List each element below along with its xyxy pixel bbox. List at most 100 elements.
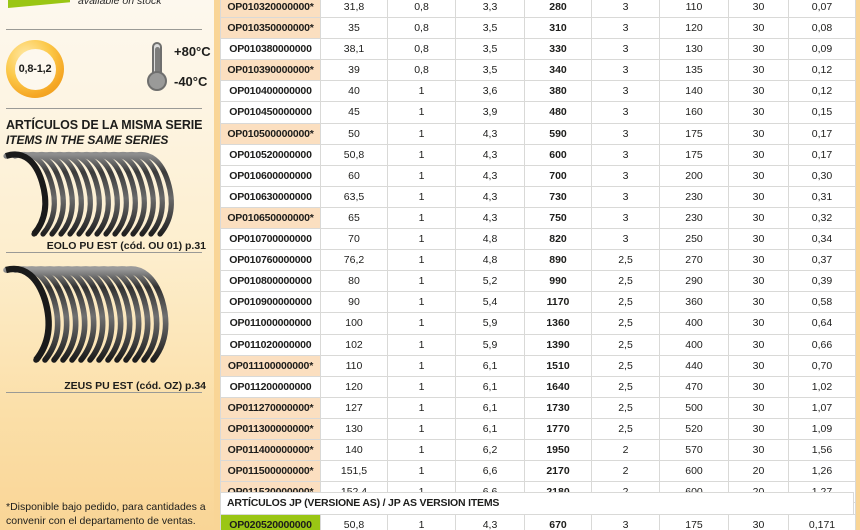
table-row: OP011000000000 100 1 5,9 1360 2,5 400 30 0,64 bbox=[220, 312, 856, 335]
cell-value: 0,31 bbox=[788, 185, 856, 208]
cell-value: 76,2 bbox=[320, 249, 388, 272]
cell-value: 3,5 bbox=[455, 38, 525, 61]
cell-value: 480 bbox=[524, 101, 592, 124]
cell-value: 3,3 bbox=[455, 0, 525, 19]
divider bbox=[6, 29, 202, 30]
cell-value: 30 bbox=[728, 333, 789, 356]
cell-value: 0,37 bbox=[788, 249, 856, 272]
cell-value: 1 bbox=[387, 185, 456, 208]
cell-article-code: OP010800000000 bbox=[220, 270, 321, 293]
cell-value: 130 bbox=[320, 417, 388, 440]
cell-value: 0,34 bbox=[788, 228, 856, 251]
cell-value: 1 bbox=[387, 312, 456, 335]
cell-value: 30 bbox=[728, 164, 789, 187]
cell-value: 360 bbox=[659, 291, 729, 314]
cell-value: 280 bbox=[524, 0, 592, 19]
cell-value: 5,2 bbox=[455, 270, 525, 293]
jp-section: ARTÍCULOS JP (VERSIONE AS) / JP AS VERSI… bbox=[220, 492, 856, 530]
cell-value: 230 bbox=[659, 206, 729, 230]
cell-value: 230 bbox=[659, 185, 729, 208]
cell-value: 63,5 bbox=[320, 185, 388, 208]
cell-article-code: OP011300000000* bbox=[220, 417, 321, 440]
cell-value: 175 bbox=[659, 122, 729, 145]
cell-value: 1390 bbox=[524, 333, 592, 356]
cell-value: 890 bbox=[524, 249, 592, 272]
cell-value: 470 bbox=[659, 375, 729, 398]
cell-value: 1 bbox=[387, 291, 456, 314]
table-row: OP010650000000* 65 1 4,3 750 3 230 30 0,32 bbox=[220, 206, 856, 230]
cell-value: 30 bbox=[728, 354, 789, 377]
cell-value: 570 bbox=[659, 438, 729, 462]
cell-article-code: OP011500000000* bbox=[220, 460, 321, 483]
cell-value: 440 bbox=[659, 354, 729, 377]
cell-value: 290 bbox=[659, 270, 729, 293]
cell-value: 1 bbox=[387, 228, 456, 251]
temperature-min-label: -40°C bbox=[174, 74, 208, 89]
cell-value: 1 bbox=[387, 417, 456, 440]
cell-article-code: OP010350000000* bbox=[220, 17, 321, 40]
table-row: OP010450000000 45 1 3,9 480 3 160 30 0,15 bbox=[220, 101, 856, 124]
specs-table-wrap: OP010320000000* 31,8 0,8 3,3 280 3 110 30 0,07 OP… bbox=[220, 0, 856, 525]
cell-value: 2,5 bbox=[591, 354, 660, 377]
cell-value: 1 bbox=[387, 270, 456, 293]
cell-value: 1 bbox=[387, 513, 456, 530]
cell-value: 4,8 bbox=[455, 249, 525, 272]
cell-value: 1 bbox=[387, 206, 456, 230]
cell-value: 30 bbox=[728, 143, 789, 166]
cell-article-code: OP010700000000 bbox=[220, 228, 321, 251]
cell-value: 175 bbox=[659, 513, 729, 530]
stock-availability: available on stock bbox=[8, 0, 161, 8]
same-series-subtitle: ITEMS IN THE SAME SERIES bbox=[6, 133, 169, 147]
cell-value: 31,8 bbox=[320, 0, 388, 19]
cell-value: 310 bbox=[524, 17, 592, 40]
cell-article-code: OP010630000000 bbox=[220, 185, 321, 208]
cell-value: 1 bbox=[387, 375, 456, 398]
cell-value: 4,3 bbox=[455, 143, 525, 166]
cell-value: 3 bbox=[591, 38, 660, 61]
cell-value: 30 bbox=[728, 101, 789, 124]
cell-value: 1,26 bbox=[788, 460, 856, 483]
cell-value: 6,1 bbox=[455, 354, 525, 377]
cell-value: 330 bbox=[524, 38, 592, 61]
cell-value: 0,70 bbox=[788, 354, 856, 377]
cell-value: 30 bbox=[728, 17, 789, 40]
table-row: OP010600000000 60 1 4,3 700 3 200 30 0,30 bbox=[220, 164, 856, 187]
cell-value: 4,8 bbox=[455, 228, 525, 251]
cell-value: 1730 bbox=[524, 396, 592, 419]
same-series-title: ARTÍCULOS DE LA MISMA SERIE bbox=[6, 118, 203, 132]
cell-value: 35 bbox=[320, 17, 388, 40]
table-row: OP010630000000 63,5 1 4,3 730 3 230 30 0,31 bbox=[220, 185, 856, 208]
cell-value: 1640 bbox=[524, 375, 592, 398]
cell-value: 3,5 bbox=[455, 59, 525, 82]
cell-value: 1,56 bbox=[788, 438, 856, 462]
table-row: OP010500000000* 50 1 4,3 590 3 175 30 0,17 bbox=[220, 122, 856, 145]
cell-value: 3 bbox=[591, 513, 660, 530]
cell-value: 1360 bbox=[524, 312, 592, 335]
cell-value: 0,39 bbox=[788, 270, 856, 293]
cell-value: 2,5 bbox=[591, 417, 660, 440]
cell-article-code: OP010520000000 bbox=[220, 143, 321, 166]
cell-value: 1 bbox=[387, 143, 456, 166]
cell-value: 0,64 bbox=[788, 312, 856, 335]
cell-value: 2,5 bbox=[591, 333, 660, 356]
table-area: OP010320000000* 31,8 0,8 3,3 280 3 110 30 0,07 OP… bbox=[214, 0, 860, 530]
cell-article-code: OP011400000000* bbox=[220, 438, 321, 462]
cell-value: 6,2 bbox=[455, 438, 525, 462]
cell-article-code: OP010320000000* bbox=[220, 0, 321, 19]
table-row: OP010800000000 80 1 5,2 990 2,5 290 30 0,39 bbox=[220, 270, 856, 293]
cell-value: 0,8 bbox=[387, 17, 456, 40]
cell-article-code: OP020520000000 bbox=[220, 513, 321, 530]
cell-value: 0,66 bbox=[788, 333, 856, 356]
cell-value: 1 bbox=[387, 438, 456, 462]
cell-value: 3 bbox=[591, 185, 660, 208]
cell-value: 30 bbox=[728, 59, 789, 82]
spec-icons: 0,8-1,2 +80°C -40°C bbox=[0, 38, 214, 100]
cell-value: 2 bbox=[591, 460, 660, 483]
cell-article-code: OP010900000000 bbox=[220, 291, 321, 314]
cell-value: 380 bbox=[524, 80, 592, 103]
cell-value: 590 bbox=[524, 122, 592, 145]
cell-value: 50,8 bbox=[320, 513, 388, 530]
cell-value: 700 bbox=[524, 164, 592, 187]
cell-value: 0,12 bbox=[788, 80, 856, 103]
